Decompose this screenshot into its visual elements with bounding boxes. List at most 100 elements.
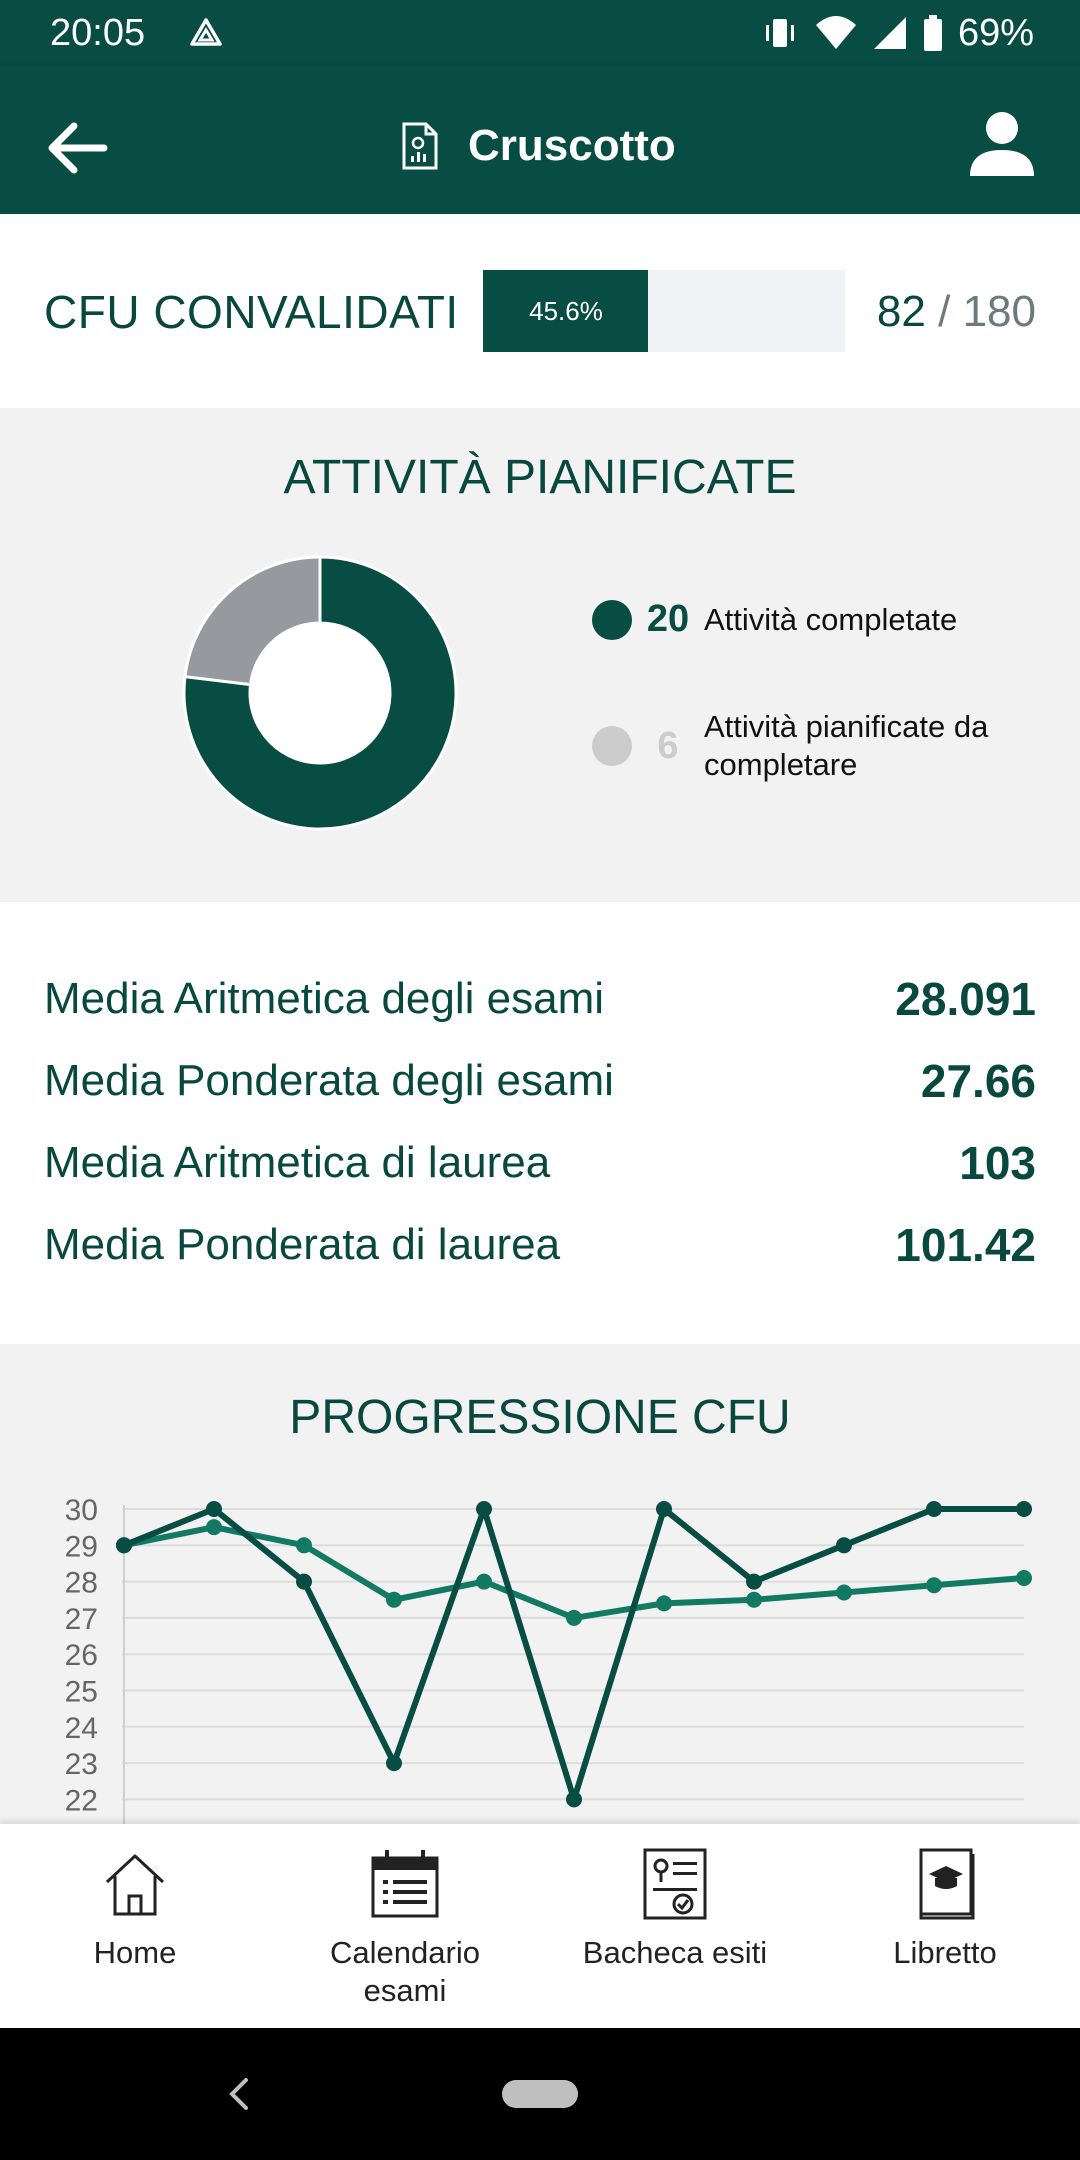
back-arrow-icon[interactable] [38, 108, 118, 188]
series-0-point [386, 1755, 402, 1772]
series-0-point [926, 1501, 942, 1517]
status-time: 20:05 [50, 12, 146, 54]
legend-planned-dot [592, 726, 632, 766]
y-tick-label: 25 [65, 1676, 98, 1709]
nav-label: Calendario esami [330, 1935, 480, 2008]
series-1-point [656, 1595, 672, 1612]
series-1-point [296, 1537, 312, 1554]
status-icons: 69% [760, 10, 1034, 56]
battery-icon [923, 15, 942, 51]
dashboard-document-icon [402, 122, 438, 170]
signal-icon [873, 17, 906, 49]
donut-hole [250, 623, 390, 763]
nav-exam-results[interactable]: Bacheca esiti [540, 1824, 810, 2028]
calendar-icon [371, 1850, 439, 1918]
bottom-navigation: Home Calendario esami Bacheca esiti [0, 1824, 1080, 2028]
stat-label: Media Ponderata di laurea [44, 1220, 561, 1269]
series-1-point [746, 1591, 762, 1608]
app-bar: Cruscotto [0, 66, 1080, 214]
stat-row-weighted-exams: Media Ponderata degli esami 27.66 [44, 1040, 1036, 1122]
y-tick-label: 29 [65, 1530, 98, 1563]
cfu-progression-card: PROGRESSIONE CFU 30 29 28 27 26 25 24 23 22 [0, 1344, 1080, 1824]
series-0-point [1016, 1501, 1032, 1517]
y-tick-label: 30 [65, 1494, 98, 1527]
cfu-separator: / [938, 287, 951, 336]
stat-label: Media Aritmetica di laurea [44, 1138, 551, 1187]
averages-section: Media Aritmetica degli esami 28.091 Medi… [0, 902, 1080, 1344]
profile-icon[interactable] [962, 104, 1042, 184]
cfu-summary: CFU CONVALIDATI 45.6% 82 / 180 [0, 214, 1080, 408]
cfu-current: 82 [876, 287, 926, 336]
google-drive-icon [190, 18, 222, 46]
series-0-point [206, 1501, 222, 1517]
series-1-point [1016, 1569, 1032, 1586]
donut-slice-planned [183, 555, 322, 687]
cfu-progress-bar: 45.6% [483, 270, 845, 352]
series-1-point [206, 1519, 222, 1536]
wifi-icon [815, 16, 856, 49]
progression-title: PROGRESSIONE CFU [289, 1391, 791, 1444]
series-0-point [746, 1573, 762, 1590]
nav-home[interactable]: Home [0, 1824, 270, 2028]
series-1-point [836, 1584, 852, 1601]
status-bar: 20:05 69% [0, 0, 1080, 66]
nav-label: Bacheca esiti [582, 1935, 768, 1970]
cfu-label: CFU CONVALIDATI [44, 286, 459, 338]
activities-donut-chart [182, 555, 458, 831]
stat-value: 101.42 [895, 1219, 1036, 1271]
series-0-point [656, 1501, 672, 1517]
nav-label: Home [93, 1935, 177, 1970]
series-0-point [476, 1501, 492, 1517]
series-line-1 [123, 1524, 1025, 1621]
battery-percent: 69% [957, 12, 1034, 54]
cfu-progress-percent: 45.6% [529, 296, 603, 326]
cfu-count: 82 / 180 [877, 284, 1036, 340]
y-tick-label: 22 [65, 1784, 98, 1817]
page-title: Cruscotto [468, 121, 676, 170]
stat-value: 103 [959, 1137, 1036, 1189]
series-1-point [476, 1573, 492, 1590]
legend-planned-count: 6 [657, 724, 679, 767]
stat-row-arithmetic-exams: Media Aritmetica degli esami 28.091 [44, 958, 1036, 1040]
exam-results-icon [643, 1848, 707, 1920]
legend-planned: 6 Attività pianificate da completare [592, 708, 1044, 784]
cfu-progress-fill [483, 270, 648, 352]
stat-value: 28.091 [895, 973, 1036, 1025]
legend-completed: 20 Attività completate [592, 598, 1044, 641]
legend-completed-count: 20 [646, 598, 690, 640]
stat-label: Media Ponderata degli esami [44, 1056, 614, 1105]
y-tick-label: 27 [65, 1603, 98, 1636]
legend-planned-label: Attività pianificate da completare [704, 709, 989, 782]
stat-value: 27.66 [920, 1055, 1036, 1107]
series-1-point [386, 1591, 402, 1608]
series-0-point [836, 1537, 852, 1554]
planned-activities-card: ATTIVITÀ PIANIFICATE 20 Attività complet… [0, 408, 1080, 902]
y-tick-label: 23 [65, 1748, 98, 1781]
system-home-button[interactable] [502, 2080, 578, 2108]
system-navigation-bar [0, 2028, 1080, 2160]
stat-row-weighted-degree: Media Ponderata di laurea 101.42 [44, 1204, 1036, 1286]
legend-completed-label: Attività completate [704, 601, 958, 637]
stat-row-arithmetic-degree: Media Aritmetica di laurea 103 [44, 1122, 1036, 1204]
series-1-point [926, 1577, 942, 1594]
booklet-icon [919, 1848, 975, 1920]
nav-booklet[interactable]: Libretto [810, 1824, 1080, 2028]
legend-completed-dot [592, 599, 632, 640]
system-back-icon[interactable] [224, 2072, 254, 2116]
y-tick-label: 24 [65, 1712, 98, 1745]
stat-label: Media Aritmetica degli esami [44, 974, 605, 1023]
home-icon [105, 1854, 165, 1916]
app-title: Cruscotto [400, 106, 676, 186]
y-tick-label: 26 [65, 1639, 98, 1672]
cfu-total: 180 [962, 287, 1036, 336]
series-0-point [566, 1791, 582, 1808]
nav-label: Libretto [893, 1935, 997, 1970]
series-0-point [116, 1537, 132, 1554]
series-0-point [296, 1573, 312, 1590]
series-1-point [566, 1609, 582, 1626]
y-tick-label: 28 [65, 1567, 98, 1600]
vibrate-icon [765, 19, 794, 47]
activities-title: ATTIVITÀ PIANIFICATE [283, 451, 797, 504]
nav-calendar[interactable]: Calendario esami [270, 1824, 540, 2028]
